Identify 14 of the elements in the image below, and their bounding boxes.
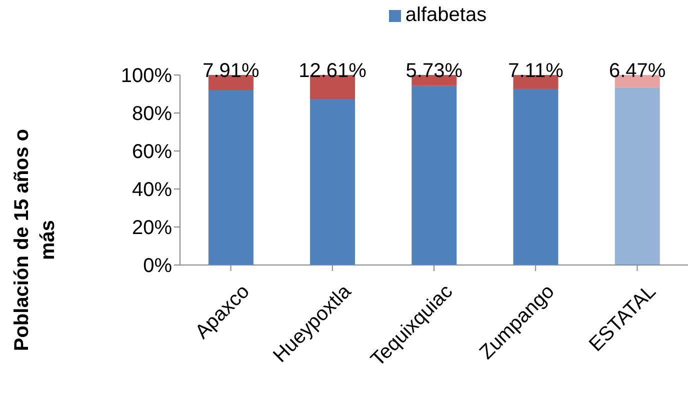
bar <box>310 98 356 265</box>
bar <box>614 87 660 265</box>
y-axis-title: Población de 15 años o más <box>11 128 59 352</box>
y-tick-label: 100% <box>120 65 172 88</box>
y-tick-label: 40% <box>132 179 172 202</box>
y-tick-label: 0% <box>143 255 172 278</box>
data-label: 6.47% <box>608 60 666 82</box>
y-tick-label: 20% <box>132 217 172 240</box>
bar <box>208 90 254 265</box>
legend-label: alfabetas <box>405 4 487 27</box>
y-tick-label: 80% <box>132 103 172 126</box>
bar <box>412 86 457 265</box>
y-tick-label: 60% <box>132 141 172 164</box>
bar <box>513 88 558 265</box>
